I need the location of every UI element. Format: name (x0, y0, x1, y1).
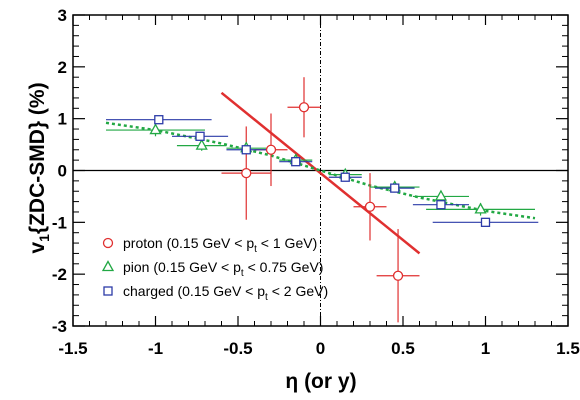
y-tick-label: 1 (58, 110, 67, 129)
y-tick-label: 0 (58, 162, 67, 181)
x-tick-label: -1.5 (58, 339, 87, 358)
legend-subscript: t (241, 268, 244, 279)
proton-fit-line (220, 91, 421, 255)
x-tick-label: 1 (481, 339, 490, 358)
pion-point (149, 123, 162, 135)
charged-point (436, 200, 446, 210)
ticks-layer (72, 14, 569, 327)
reference-lines-layer (73, 15, 568, 326)
x-axis-title: η (or y) (285, 370, 356, 393)
proton-point (364, 201, 376, 212)
legend-text-part: < 0.75 GeV) (244, 259, 324, 275)
y-tick-label: -2 (52, 265, 67, 284)
proton-point (298, 102, 310, 113)
charged-point (340, 172, 350, 182)
y-axis-title-main: v (26, 242, 49, 254)
tick-labels-layer: -1.5 -1 -0.5 0 0.5 1 1.5 -3 -2 -1 0 1 2 3 (52, 6, 580, 358)
legend-text-part: proton (0.15 GeV < p (123, 235, 254, 251)
pion-point (434, 189, 448, 201)
charged-series (106, 115, 539, 227)
charged-point (154, 115, 164, 125)
charged-point (480, 217, 491, 227)
charged-point (390, 183, 400, 193)
charged-point (195, 131, 205, 141)
x-tick-label: 0.5 (391, 339, 415, 358)
y-axis-title: v1{ZDC-SMD} (%) (26, 82, 52, 253)
pion-legend-label: pion (0.15 GeV < pt < 0.75 GeV) (123, 259, 323, 279)
proton-legend-label: proton (0.15 GeV < pt < 1 GeV) (123, 235, 317, 255)
charged-point (291, 157, 301, 167)
y-axis-title-rest: {ZDC-SMD} (%) (26, 82, 49, 234)
proton-point (392, 270, 404, 281)
x-tick-label: -1 (148, 339, 163, 358)
y-tick-label: 2 (58, 58, 67, 77)
x-tick-label: 0 (316, 339, 325, 358)
fit-lines-layer (105, 91, 536, 255)
legend-text-part: < 1 GeV) (257, 235, 317, 251)
y-tick-label: 3 (58, 6, 67, 25)
x-tick-label: 1.5 (556, 339, 580, 358)
proton-point (265, 144, 277, 155)
legend-text-part: charged (0.15 GeV < p (123, 283, 265, 299)
pion-legend-marker (101, 260, 115, 272)
x-tick-label: -0.5 (223, 339, 252, 358)
y-axis-title-sub: 1 (36, 234, 52, 242)
charged-point (241, 145, 251, 155)
legend-subscript: t (265, 292, 268, 303)
y-tick-label: -1 (52, 213, 67, 232)
legend-text-part: < 2 GeV) (268, 283, 328, 299)
y-tick-label: -3 (52, 317, 67, 336)
charged-legend-label: charged (0.15 GeV < pt < 2 GeV) (123, 283, 328, 303)
legend-subscript: t (254, 244, 257, 255)
pion-fit-line (105, 121, 536, 220)
data-points-layer (106, 77, 539, 323)
pion-point (195, 138, 208, 150)
charged-legend-marker (103, 286, 113, 296)
proton-legend-marker (102, 237, 114, 249)
legend-text-part: pion (0.15 GeV < p (123, 259, 241, 275)
proton-point (241, 167, 252, 179)
pion-point (474, 202, 487, 214)
legend: proton (0.15 GeV < pt < 1 GeV)pion (0.15… (101, 235, 328, 303)
